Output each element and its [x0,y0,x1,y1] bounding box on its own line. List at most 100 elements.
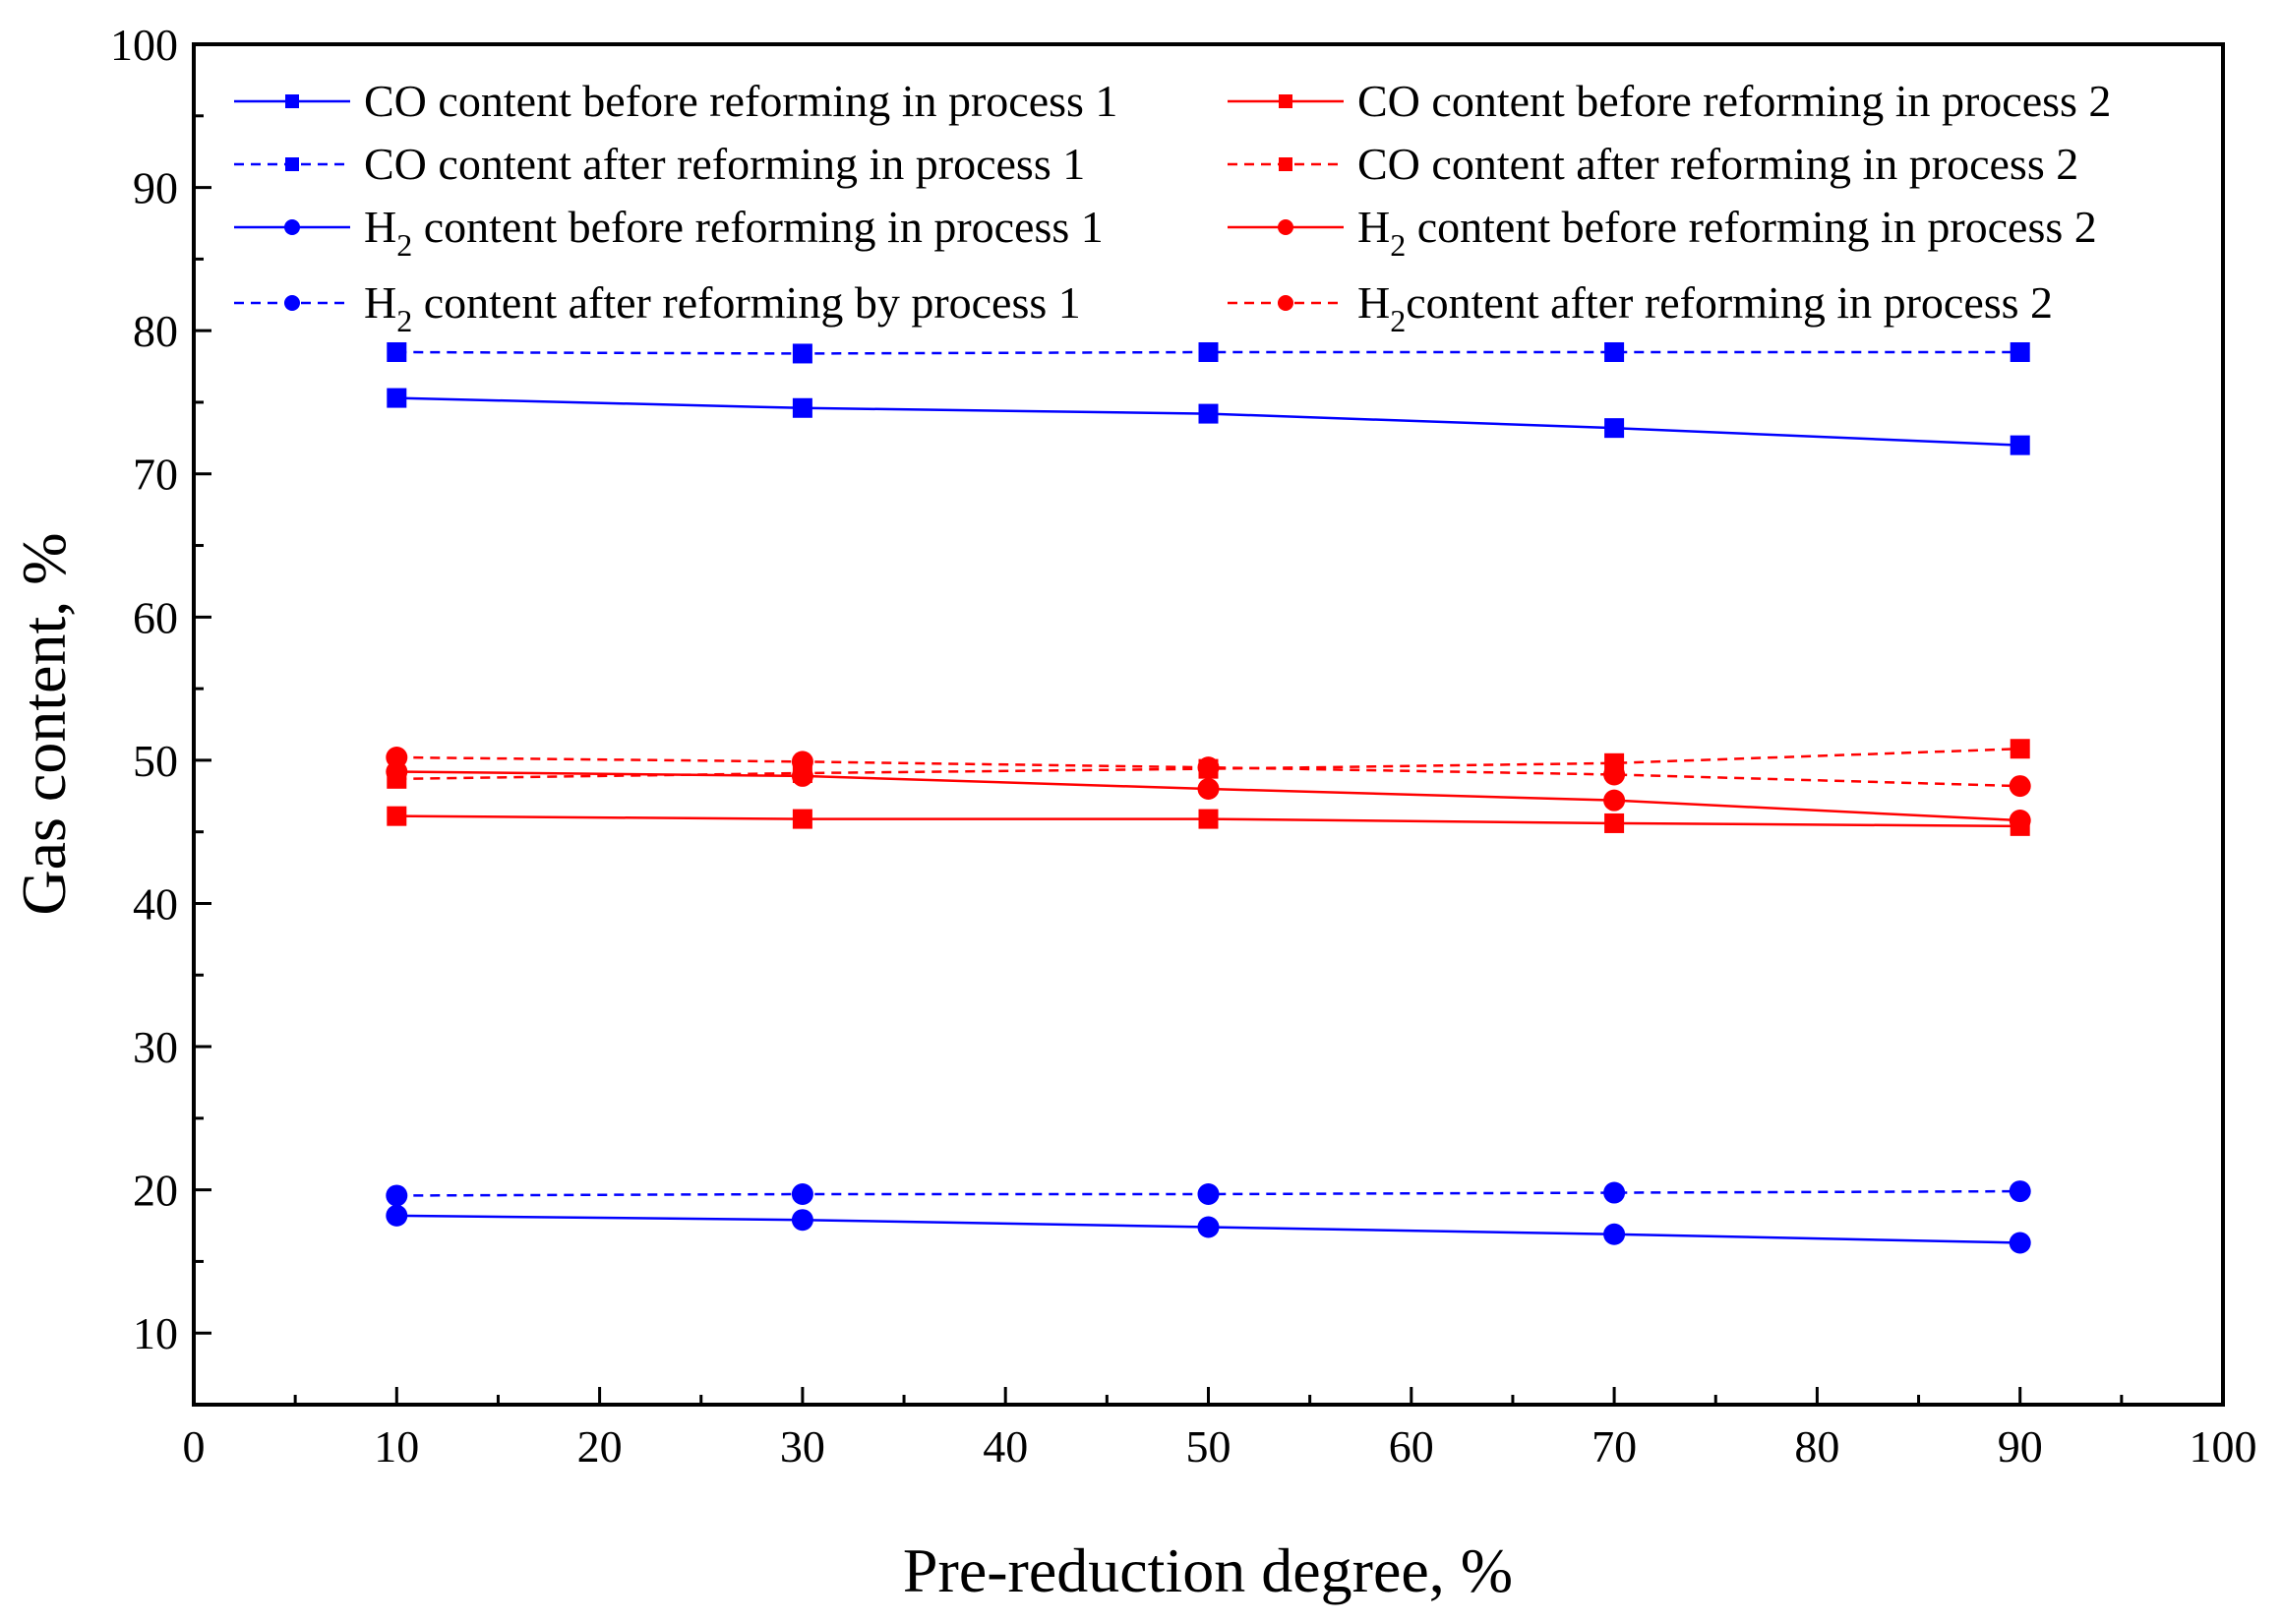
data-point [1604,341,1625,362]
legend-marker [1278,219,1293,235]
data-point [1197,756,1220,779]
legend-label: H2 content before reforming in process 1 [364,202,1104,263]
x-tick-label: 70 [1591,1421,1637,1472]
legend-marker [1279,94,1292,108]
legend-entry: H2 content before reforming in process 1 [234,202,1104,263]
data-point [1603,763,1626,786]
legend-marker [285,157,299,171]
x-tick-label: 60 [1389,1421,1434,1472]
series-3 [387,341,2030,364]
data-point [1197,1182,1220,1205]
legend-marker [284,219,300,235]
data-point [2010,739,2030,759]
data-point [791,1209,813,1232]
x-tick-label: 20 [577,1421,623,1472]
legend-label: CO content after reforming in process 1 [364,139,1085,189]
legend-marker [1279,157,1292,171]
data-point [1197,1216,1220,1238]
legend-text-part: H [364,202,396,252]
x-tick-label: 0 [183,1421,206,1472]
legend-text-part: CO content before reforming in process 1 [364,76,1117,126]
y-tick-label: 90 [133,163,178,213]
legend-entry: H2content after reforming in process 2 [1228,277,2053,338]
legend-text-part: CO content after reforming in process 1 [364,139,1085,189]
data-point [2009,775,2031,798]
x-axis-title: Pre-reduction degree, % [903,1535,1513,1605]
series-8 [386,746,2031,798]
data-point [2009,1232,2031,1254]
data-point [2010,435,2030,455]
series-group [386,341,2031,1254]
data-point [1603,1181,1626,1204]
data-point [1197,778,1220,801]
legend-subscript: 2 [396,227,412,263]
data-point [387,388,407,408]
legend-label: H2content after reforming in process 2 [1357,277,2053,338]
legend: CO content before reforming in process 1… [234,76,2111,338]
legend-text-part: content before reforming in process 1 [412,202,1104,252]
x-tick-label: 90 [1998,1421,2043,1472]
legend-entry: H2 content after reforming by process 1 [234,277,1081,338]
legend-entry: H2 content before reforming in process 2 [1228,202,2097,263]
data-point [386,1184,408,1207]
series-1 [387,388,2030,455]
x-tick-label: 100 [2190,1421,2257,1472]
ticks: 0 10 20 30 40 50 60 70 80 90 100 10 20 30 40 50 60 70 80 90… [110,20,2257,1472]
legend-label: CO content before reforming in process 2 [1357,76,2111,126]
legend-label: CO content after reforming in process 2 [1357,139,2078,189]
x-tick-label: 80 [1794,1421,1839,1472]
legend-marker [284,295,300,311]
legend-label: H2 content after reforming by process 1 [364,277,1081,338]
legend-text-part: CO content after reforming in process 2 [1357,139,2078,189]
data-point [791,751,813,773]
legend-text-part: H [1357,277,1390,328]
y-tick-label: 40 [133,878,178,929]
x-tick-label: 50 [1186,1421,1231,1472]
data-point [792,343,812,364]
data-point [2010,341,2030,362]
legend-label: CO content before reforming in process 1 [364,76,1117,126]
y-tick-label: 70 [133,450,178,500]
legend-text-part: content after reforming in process 2 [1406,277,2053,328]
y-axis-title: Gas content, % [9,532,79,915]
series-5 [386,1204,2031,1254]
plot-frame [192,42,2225,1407]
x-tick-label: 10 [374,1421,419,1472]
data-point [1198,809,1219,829]
legend-subscript: 2 [1390,303,1406,338]
legend-text-part: content before reforming in process 2 [1406,202,2097,252]
legend-entry: CO content before reforming in process 1 [234,76,1117,126]
legend-entry: CO content after reforming in process 2 [1228,139,2078,189]
data-point [2009,1180,2031,1203]
data-point [791,1182,813,1205]
data-point [386,1204,408,1227]
x-tick-label: 40 [983,1421,1028,1472]
legend-text-part: content after reforming by process 1 [412,277,1081,328]
y-tick-label: 10 [133,1308,178,1358]
data-point [792,397,812,418]
legend-marker [1278,295,1293,311]
series-7 [386,1180,2031,1207]
data-point [387,806,407,826]
data-point [1198,341,1219,362]
legend-subscript: 2 [396,303,412,338]
legend-text-part: H [1357,202,1390,252]
data-point [1198,403,1219,424]
data-point [1603,789,1626,812]
y-tick-label: 30 [133,1022,178,1072]
legend-entry: CO content after reforming in process 1 [234,139,1085,189]
x-tick-label: 30 [780,1421,825,1472]
legend-label: H2 content before reforming in process 2 [1357,202,2097,263]
data-point [792,809,812,829]
data-point [386,746,408,768]
legend-subscript: 2 [1390,227,1406,263]
legend-text-part: CO content before reforming in process 2 [1357,76,2111,126]
legend-text-part: H [364,277,396,328]
y-tick-label: 50 [133,736,178,786]
data-point [1604,812,1625,833]
legend-entry: CO content before reforming in process 2 [1228,76,2111,126]
data-point [2009,810,2031,832]
data-point [387,341,407,362]
y-tick-label: 60 [133,592,178,642]
